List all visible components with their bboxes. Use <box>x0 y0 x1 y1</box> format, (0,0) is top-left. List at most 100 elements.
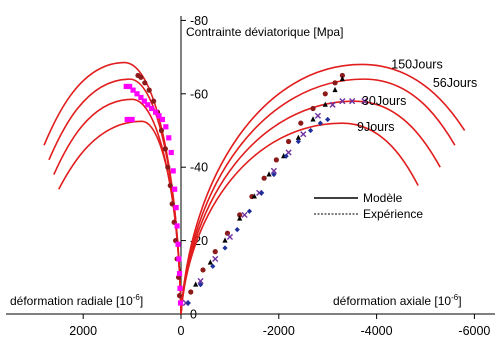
model-curve-radial <box>43 61 182 315</box>
data-point <box>329 101 336 108</box>
experiment-points <box>123 72 368 307</box>
curve-label: 9Jours <box>357 120 395 134</box>
data-point <box>241 211 248 219</box>
data-point <box>188 289 194 295</box>
data-point <box>212 249 218 255</box>
data-point-stroke <box>285 149 292 156</box>
data-point <box>162 146 168 152</box>
data-point <box>310 116 316 122</box>
x-tick-label: 0 <box>178 324 185 338</box>
model-curve-axial <box>180 78 456 315</box>
data-point-stroke <box>361 98 368 105</box>
data-point <box>295 138 301 145</box>
model-curves <box>43 61 466 315</box>
y-tick-label: -60 <box>190 87 208 101</box>
data-point <box>246 208 253 214</box>
data-point <box>173 204 179 211</box>
data-point <box>176 293 183 299</box>
data-point <box>129 116 135 123</box>
data-point <box>149 105 155 112</box>
data-point <box>197 282 204 288</box>
data-point <box>169 201 175 207</box>
model-curve-axial <box>180 100 441 315</box>
axes <box>6 16 495 315</box>
data-point <box>222 245 228 251</box>
data-point <box>207 259 213 265</box>
data-point <box>271 171 277 178</box>
data-point-stroke <box>226 233 233 241</box>
data-point <box>176 271 183 277</box>
data-point <box>259 190 265 196</box>
curve-labels: 150Jours 56Jours 30Jours 9Jours <box>357 57 477 133</box>
data-point <box>273 157 279 163</box>
data-point <box>170 168 176 174</box>
data-point-stroke <box>349 98 356 105</box>
data-point <box>361 98 368 105</box>
data-point <box>234 226 240 233</box>
data-point <box>251 193 257 199</box>
data-point <box>197 277 204 285</box>
data-point <box>142 80 148 86</box>
data-point <box>151 98 157 104</box>
data-point <box>177 300 184 306</box>
y-tick-label: 0 <box>190 308 197 322</box>
legend-label-experiment: Expérience <box>363 207 423 221</box>
curve-label: 30Jours <box>362 94 406 108</box>
data-point <box>175 241 181 247</box>
data-point <box>168 149 174 156</box>
data-point <box>138 94 144 101</box>
data-point-stroke <box>339 98 346 105</box>
data-point <box>322 91 328 97</box>
data-point <box>166 135 172 141</box>
data-point <box>266 171 272 177</box>
data-point <box>332 80 338 86</box>
data-point <box>167 182 173 189</box>
data-point-stroke <box>270 167 278 174</box>
x-axis-label-radial: déformation radiale [10-6] <box>10 293 143 308</box>
data-point <box>141 98 147 104</box>
data-point <box>317 120 323 126</box>
data-point <box>285 149 292 156</box>
curve-label: 56Jours <box>433 76 477 90</box>
data-point <box>123 83 129 90</box>
data-point <box>163 124 169 130</box>
data-point <box>146 87 152 93</box>
data-point <box>210 263 216 269</box>
data-point <box>339 98 346 105</box>
data-point <box>283 153 289 159</box>
data-point-stroke <box>197 277 204 285</box>
data-point <box>177 285 183 291</box>
data-point <box>298 120 304 126</box>
data-point <box>237 212 243 218</box>
model-curve-radial <box>58 120 182 315</box>
y-tick-label: -40 <box>190 161 208 175</box>
data-point <box>237 215 243 221</box>
data-point <box>270 167 278 174</box>
data-point <box>226 233 233 241</box>
data-point <box>127 83 133 90</box>
data-point <box>222 237 228 243</box>
data-point-stroke <box>241 211 248 219</box>
x-tick-label: -4000 <box>361 324 393 338</box>
data-point <box>165 164 171 170</box>
x-tick-label: -2000 <box>263 324 295 338</box>
data-point <box>224 230 231 236</box>
model-curve-axial <box>180 122 419 315</box>
data-point <box>339 72 345 79</box>
data-point <box>156 113 162 119</box>
legend-label-model: Modèle <box>363 191 403 205</box>
data-point <box>158 127 165 134</box>
data-point <box>145 102 151 108</box>
curve-label: 150Jours <box>391 57 442 71</box>
data-point <box>200 267 206 273</box>
legend: Modèle Expérience <box>314 191 423 221</box>
data-point <box>295 134 301 140</box>
data-point <box>135 72 141 79</box>
data-point <box>325 116 331 123</box>
data-point <box>124 116 130 123</box>
data-point <box>130 87 136 93</box>
y-tick-label: -80 <box>190 14 208 28</box>
model-curve-axial <box>180 63 466 315</box>
data-point <box>176 256 182 262</box>
